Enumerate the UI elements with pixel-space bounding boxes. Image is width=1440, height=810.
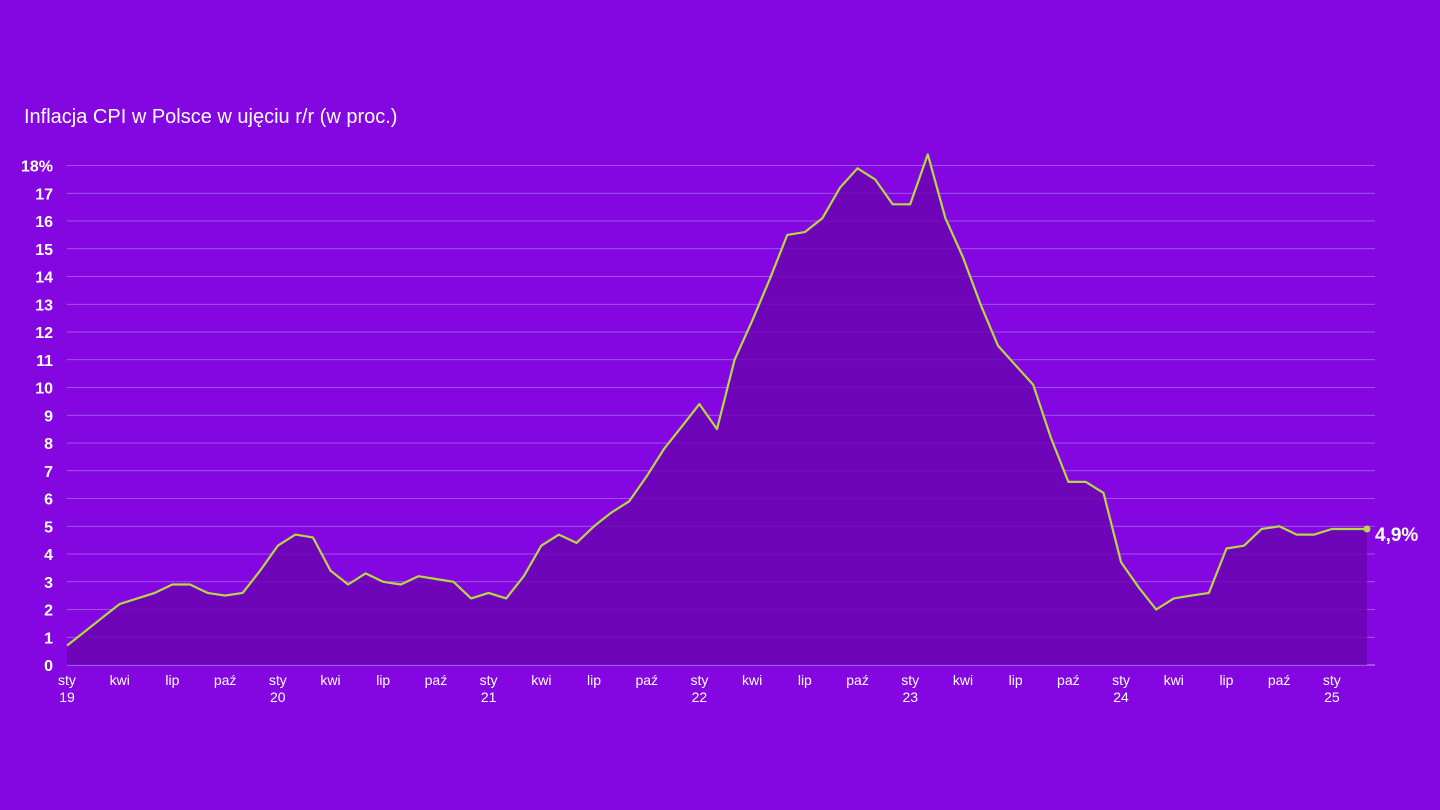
y-tick-label: 8 — [44, 436, 53, 453]
x-tick-label: lip — [587, 672, 601, 688]
y-tick-label: 2 — [44, 603, 53, 620]
x-tick-year-label: 24 — [1113, 689, 1129, 705]
x-tick-year-label: 23 — [902, 689, 918, 705]
x-tick-year-label: 21 — [481, 689, 497, 705]
x-tick-label: kwi — [110, 672, 130, 688]
x-tick-label: kwi — [320, 672, 340, 688]
y-tick-label: 7 — [44, 464, 53, 481]
x-tick-label: paź — [214, 672, 237, 688]
y-tick-label: 10 — [35, 381, 53, 398]
x-tick-label: sty — [1112, 672, 1130, 688]
x-tick-label: sty — [690, 672, 708, 688]
x-tick-label: paź — [1057, 672, 1080, 688]
y-tick-label: 18% — [21, 159, 53, 176]
x-tick-label: paź — [846, 672, 869, 688]
x-tick-label: kwi — [742, 672, 762, 688]
y-tick-label: 17 — [35, 186, 53, 203]
x-tick-label: sty — [480, 672, 498, 688]
x-tick-label: lip — [376, 672, 390, 688]
y-tick-label: 1 — [44, 630, 53, 647]
end-marker: 4,9% — [1363, 525, 1418, 546]
y-tick-label: 0 — [44, 658, 53, 675]
y-tick-label: 16 — [35, 214, 53, 231]
x-tick-label: sty — [269, 672, 287, 688]
x-tick-label: paź — [635, 672, 658, 688]
x-tick-label: sty — [58, 672, 76, 688]
x-tick-label: kwi — [953, 672, 973, 688]
x-tick-label: lip — [798, 672, 812, 688]
x-tick-label: lip — [165, 672, 179, 688]
x-tick-label: paź — [425, 672, 448, 688]
chart-title: Inflacja CPI w Polsce w ujęciu r/r (w pr… — [24, 106, 398, 128]
x-tick-year-label: 22 — [692, 689, 708, 705]
x-tick-label: kwi — [1164, 672, 1184, 688]
x-tick-label: sty — [901, 672, 919, 688]
end-value-label: 4,9% — [1375, 525, 1418, 546]
x-tick-label: paź — [1268, 672, 1291, 688]
x-tick-label: kwi — [531, 672, 551, 688]
x-tick-year-label: 20 — [270, 689, 286, 705]
y-tick-label: 12 — [35, 325, 53, 342]
y-tick-label: 14 — [35, 270, 53, 287]
y-tick-label: 15 — [35, 242, 53, 259]
y-tick-label: 5 — [44, 519, 53, 536]
x-tick-label: lip — [1009, 672, 1023, 688]
y-tick-label: 4 — [44, 547, 53, 564]
y-tick-label: 13 — [35, 297, 53, 314]
x-tick-label: lip — [1219, 672, 1233, 688]
x-tick-label: sty — [1323, 672, 1341, 688]
area-fill — [67, 154, 1367, 665]
series-line — [66, 153, 1367, 647]
y-tick-label: 3 — [44, 575, 53, 592]
y-tick-label: 6 — [44, 492, 53, 509]
y-tick-label: 9 — [44, 408, 53, 425]
x-tick-year-label: 19 — [59, 689, 75, 705]
x-tick-year-label: 25 — [1324, 689, 1340, 705]
end-point — [1363, 525, 1371, 533]
y-tick-label: 11 — [36, 353, 53, 370]
